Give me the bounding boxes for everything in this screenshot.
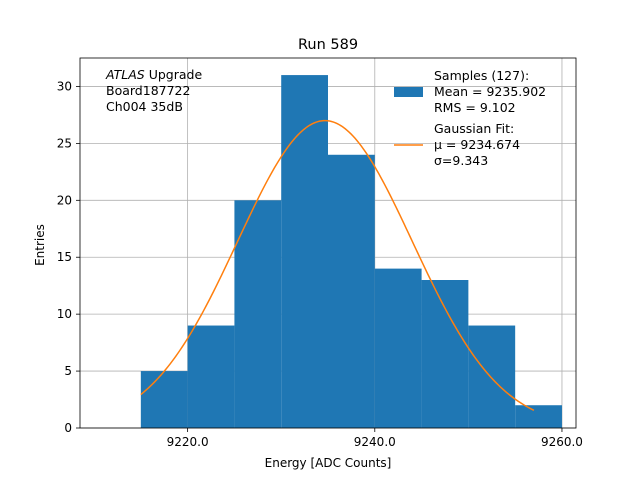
y-tick-label-1: 5 (64, 364, 72, 378)
legend-text-0-2: RMS = 9.102 (434, 100, 516, 115)
x-tick-label-1: 9240.0 (354, 435, 396, 449)
annotation-line-1: Board187722 (106, 83, 190, 98)
x-tick-label-2: 9260.0 (541, 435, 583, 449)
histogram-bars (140, 75, 562, 429)
legend-patch-samples (394, 87, 423, 97)
histogram-bar-8 (515, 405, 562, 428)
legend-text-1-0: Gaussian Fit: (434, 121, 514, 136)
legend: Samples (127): Mean = 9235.902 RMS = 9.1… (394, 68, 546, 168)
histogram-bar-4 (328, 154, 375, 428)
histogram-bar-2 (234, 200, 282, 428)
gaussian-fit-curve (140, 119, 535, 411)
info-annotation: ATLAS Upgrade Board187722 Ch004 35dB (105, 67, 202, 114)
annotation-text: Board187722 (106, 83, 190, 98)
histogram-bar-0 (140, 371, 188, 428)
annotation-text: Upgrade (145, 67, 203, 82)
y-tick-label-0: 0 (64, 421, 72, 435)
legend-text-1-2: σ=9.343 (434, 153, 488, 168)
histogram-bar-1 (187, 325, 235, 428)
y-tick-label-4: 20 (57, 193, 72, 207)
legend-text-0-0: Samples (127): (434, 68, 529, 83)
histogram-bar-3 (281, 75, 328, 429)
chart-title: Run 589 (298, 37, 358, 53)
x-tick-label-0: 9220.0 (167, 435, 209, 449)
plot-frame (79, 57, 577, 429)
annotation-text: Ch004 35dB (106, 99, 183, 114)
histogram-bar-5 (374, 268, 422, 428)
histogram-bar-6 (421, 280, 469, 428)
x-axis-ticks: 9220.0 9240.0 9260.0 (167, 428, 583, 449)
histogram-bar-7 (468, 325, 516, 428)
y-axis-ticks: 0 5 10 15 20 25 30 (57, 79, 80, 435)
y-axis-label: Entries (33, 224, 47, 266)
legend-text-0-1: Mean = 9235.902 (434, 84, 546, 99)
legend-text-1-1: μ = 9234.674 (434, 137, 520, 152)
y-tick-label-3: 15 (57, 250, 72, 264)
y-tick-label-2: 10 (57, 307, 72, 321)
y-tick-label-5: 25 (57, 136, 72, 150)
annotation-line-2: Ch004 35dB (106, 99, 183, 114)
annotation-line-0: ATLAS Upgrade (105, 67, 202, 82)
annotation-italic: ATLAS (105, 67, 145, 82)
x-axis-label: Energy [ADC Counts] (265, 456, 392, 470)
y-tick-label-6: 30 (57, 79, 72, 93)
